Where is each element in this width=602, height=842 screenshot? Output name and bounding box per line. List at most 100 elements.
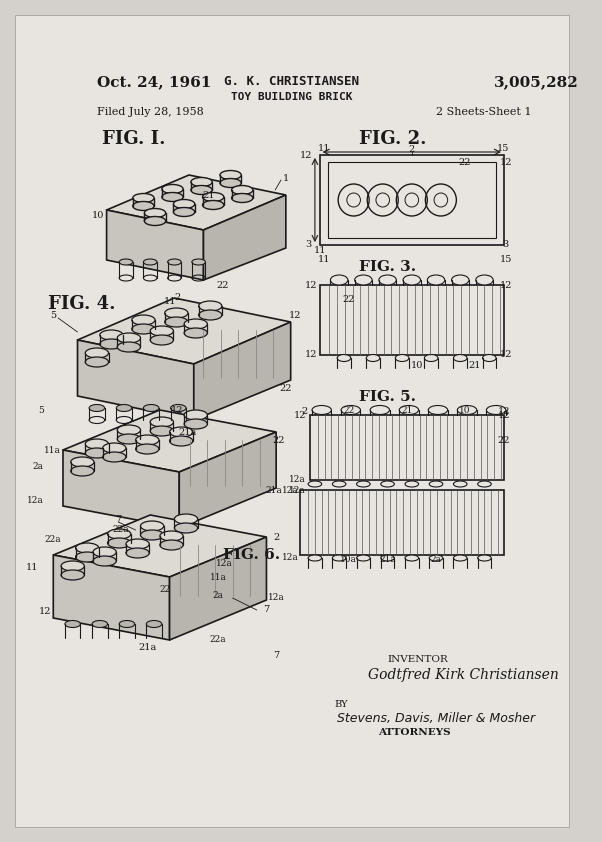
Ellipse shape <box>150 335 173 345</box>
Ellipse shape <box>150 326 173 336</box>
Ellipse shape <box>116 404 132 412</box>
Ellipse shape <box>150 426 173 436</box>
Bar <box>327 162 496 238</box>
Bar <box>320 155 504 245</box>
Text: 11: 11 <box>317 255 330 264</box>
Polygon shape <box>107 175 286 230</box>
Ellipse shape <box>184 328 207 338</box>
Ellipse shape <box>399 406 418 414</box>
Ellipse shape <box>232 194 253 202</box>
Text: 12: 12 <box>498 407 510 415</box>
Polygon shape <box>54 555 170 640</box>
Text: Stevens, Davis, Miller & Mosher: Stevens, Davis, Miller & Mosher <box>337 712 535 725</box>
Ellipse shape <box>160 531 183 541</box>
Ellipse shape <box>202 200 224 210</box>
Ellipse shape <box>170 436 193 446</box>
Ellipse shape <box>61 561 84 571</box>
Ellipse shape <box>146 621 162 627</box>
Text: 21a: 21a <box>138 643 157 653</box>
Text: 15: 15 <box>500 255 512 264</box>
Text: FIG. 3.: FIG. 3. <box>359 260 415 274</box>
Ellipse shape <box>191 178 212 186</box>
Text: 12a: 12a <box>282 552 299 562</box>
Ellipse shape <box>341 406 361 414</box>
Ellipse shape <box>379 275 396 285</box>
Ellipse shape <box>126 539 149 549</box>
Ellipse shape <box>160 540 183 550</box>
Ellipse shape <box>133 201 154 210</box>
Ellipse shape <box>85 357 108 367</box>
Text: 3,005,282: 3,005,282 <box>494 75 579 89</box>
Ellipse shape <box>70 457 94 467</box>
Ellipse shape <box>332 555 346 561</box>
Polygon shape <box>54 515 267 577</box>
Text: Godtfred Kirk Christiansen: Godtfred Kirk Christiansen <box>368 668 559 682</box>
Text: 2 Sheets-Sheet 1: 2 Sheets-Sheet 1 <box>436 107 532 117</box>
Ellipse shape <box>175 514 197 524</box>
Text: 22: 22 <box>343 406 355 414</box>
Text: 12a: 12a <box>27 495 43 504</box>
Ellipse shape <box>100 330 123 340</box>
Ellipse shape <box>308 481 321 487</box>
Text: 11: 11 <box>317 143 330 152</box>
Ellipse shape <box>370 406 389 414</box>
Ellipse shape <box>162 193 183 201</box>
Ellipse shape <box>381 555 394 561</box>
Text: 22: 22 <box>159 585 170 594</box>
Ellipse shape <box>381 481 394 487</box>
Ellipse shape <box>173 200 195 209</box>
Ellipse shape <box>476 275 493 285</box>
Ellipse shape <box>458 406 477 414</box>
Text: 1: 1 <box>283 173 289 183</box>
Text: FIG. 2.: FIG. 2. <box>359 130 426 148</box>
Ellipse shape <box>175 523 197 533</box>
Ellipse shape <box>143 259 157 265</box>
Ellipse shape <box>184 410 207 420</box>
Ellipse shape <box>428 406 448 414</box>
Ellipse shape <box>117 333 140 343</box>
Ellipse shape <box>167 259 181 265</box>
Ellipse shape <box>366 354 380 361</box>
Ellipse shape <box>108 529 131 539</box>
Text: 22a: 22a <box>113 525 129 535</box>
Ellipse shape <box>356 481 370 487</box>
Ellipse shape <box>429 481 443 487</box>
Ellipse shape <box>330 275 348 285</box>
Ellipse shape <box>76 543 99 553</box>
Ellipse shape <box>312 406 331 414</box>
Ellipse shape <box>332 481 346 487</box>
Ellipse shape <box>140 521 164 531</box>
Ellipse shape <box>184 419 207 429</box>
Bar <box>310 415 504 480</box>
Polygon shape <box>78 298 291 364</box>
Text: 7: 7 <box>263 605 270 615</box>
Text: Filed July 28, 1958: Filed July 28, 1958 <box>97 107 203 117</box>
Text: 2: 2 <box>409 145 415 153</box>
Text: 21a: 21a <box>379 556 396 564</box>
Text: 22: 22 <box>217 280 229 290</box>
Ellipse shape <box>117 434 140 444</box>
Text: 11a: 11a <box>209 573 226 583</box>
Ellipse shape <box>173 207 195 216</box>
Text: 11: 11 <box>314 246 326 254</box>
Ellipse shape <box>76 552 99 562</box>
Text: 7: 7 <box>115 515 122 525</box>
Text: 12: 12 <box>39 607 51 616</box>
Text: INVENTOR: INVENTOR <box>388 655 448 664</box>
Ellipse shape <box>396 354 409 361</box>
Text: 21a: 21a <box>266 486 282 494</box>
Text: 3: 3 <box>306 239 312 248</box>
Text: ATTORNEYS: ATTORNEYS <box>378 728 450 737</box>
Text: 12: 12 <box>305 280 318 290</box>
Polygon shape <box>107 210 203 280</box>
Ellipse shape <box>103 443 126 453</box>
Text: 5: 5 <box>50 312 57 321</box>
Ellipse shape <box>355 275 372 285</box>
Ellipse shape <box>452 275 469 285</box>
Text: 21: 21 <box>202 190 214 200</box>
Ellipse shape <box>126 548 149 558</box>
Ellipse shape <box>337 354 351 361</box>
Text: 22: 22 <box>459 157 471 167</box>
Text: TOY BUILDING BRICK: TOY BUILDING BRICK <box>231 92 352 102</box>
Text: 10: 10 <box>411 360 423 370</box>
